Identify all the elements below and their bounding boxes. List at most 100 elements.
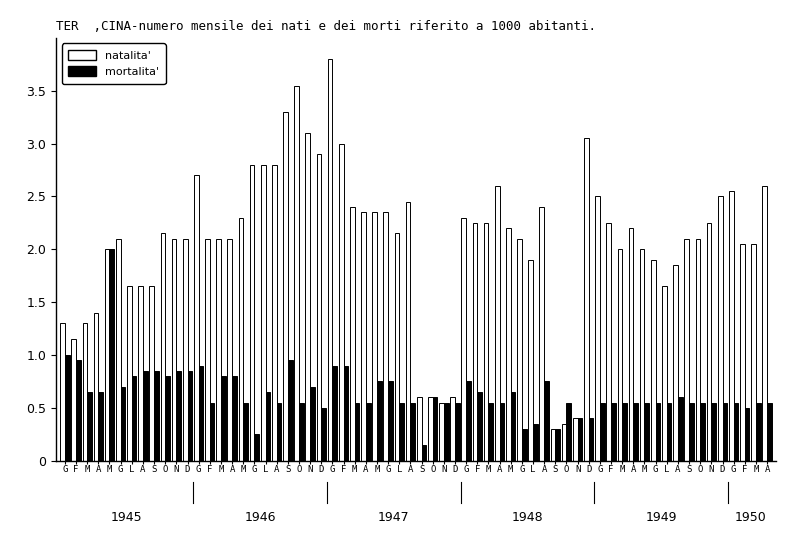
Legend: natalita', mortalita': natalita', mortalita': [62, 43, 166, 84]
Bar: [428, 397, 433, 461]
Bar: [82, 323, 87, 461]
Bar: [361, 212, 366, 461]
Bar: [232, 376, 237, 461]
Bar: [684, 238, 689, 461]
Bar: [606, 223, 611, 461]
Bar: [466, 382, 471, 461]
Bar: [143, 371, 148, 461]
Bar: [622, 403, 627, 461]
Bar: [216, 238, 221, 461]
Bar: [87, 392, 92, 461]
Bar: [283, 112, 288, 461]
Bar: [65, 355, 70, 461]
Bar: [110, 249, 114, 461]
Bar: [372, 212, 377, 461]
Bar: [600, 403, 605, 461]
Bar: [288, 360, 293, 461]
Bar: [645, 403, 649, 461]
Bar: [328, 59, 333, 461]
Bar: [518, 238, 522, 461]
Bar: [383, 212, 388, 461]
Bar: [729, 191, 734, 461]
Bar: [462, 217, 466, 461]
Bar: [656, 403, 660, 461]
Text: 1949: 1949: [646, 512, 677, 525]
Bar: [161, 234, 166, 461]
Bar: [417, 397, 422, 461]
Bar: [410, 403, 415, 461]
Bar: [187, 371, 192, 461]
Bar: [745, 408, 750, 461]
Bar: [354, 403, 359, 461]
Bar: [734, 403, 738, 461]
Bar: [611, 403, 616, 461]
Bar: [578, 418, 582, 461]
Text: 1947: 1947: [378, 512, 410, 525]
Bar: [294, 86, 299, 461]
Bar: [172, 238, 176, 461]
Bar: [176, 371, 181, 461]
Bar: [455, 403, 460, 461]
Bar: [495, 186, 499, 461]
Bar: [651, 260, 656, 461]
Bar: [243, 403, 248, 461]
Text: 1948: 1948: [512, 512, 543, 525]
Bar: [254, 434, 259, 461]
Bar: [533, 424, 538, 461]
Bar: [674, 265, 678, 461]
Bar: [550, 429, 555, 461]
Bar: [388, 382, 393, 461]
Bar: [539, 207, 544, 461]
Bar: [138, 286, 143, 461]
Bar: [121, 387, 126, 461]
Bar: [350, 207, 354, 461]
Bar: [634, 403, 638, 461]
Bar: [662, 286, 666, 461]
Bar: [444, 403, 449, 461]
Bar: [221, 376, 226, 461]
Bar: [306, 133, 310, 461]
Bar: [317, 154, 322, 461]
Bar: [450, 397, 455, 461]
Bar: [584, 138, 589, 461]
Bar: [127, 286, 132, 461]
Bar: [489, 403, 493, 461]
Bar: [718, 196, 722, 461]
Bar: [238, 217, 243, 461]
Bar: [227, 238, 232, 461]
Bar: [562, 424, 566, 461]
Bar: [60, 323, 65, 461]
Bar: [299, 403, 304, 461]
Bar: [322, 408, 326, 461]
Bar: [510, 392, 515, 461]
Bar: [762, 186, 767, 461]
Bar: [76, 360, 81, 461]
Bar: [666, 403, 671, 461]
Text: TER  ,CINA-numero mensile dei nati e dei morti riferito a 1000 abitanti.: TER ,CINA-numero mensile dei nati e dei …: [56, 20, 596, 33]
Bar: [767, 403, 772, 461]
Bar: [310, 387, 314, 461]
Bar: [366, 403, 370, 461]
Bar: [154, 371, 158, 461]
Bar: [105, 249, 110, 461]
Text: 1950: 1950: [734, 512, 766, 525]
Bar: [94, 313, 98, 461]
Bar: [506, 228, 510, 461]
Bar: [589, 418, 594, 461]
Bar: [528, 260, 533, 461]
Bar: [473, 223, 478, 461]
Bar: [433, 397, 438, 461]
Bar: [333, 366, 337, 461]
Bar: [706, 223, 711, 461]
Bar: [399, 403, 404, 461]
Bar: [194, 176, 198, 461]
Bar: [695, 238, 700, 461]
Bar: [689, 403, 694, 461]
Bar: [484, 223, 489, 461]
Bar: [618, 249, 622, 461]
Bar: [522, 429, 526, 461]
Bar: [261, 165, 266, 461]
Bar: [166, 376, 170, 461]
Bar: [150, 286, 154, 461]
Bar: [71, 339, 76, 461]
